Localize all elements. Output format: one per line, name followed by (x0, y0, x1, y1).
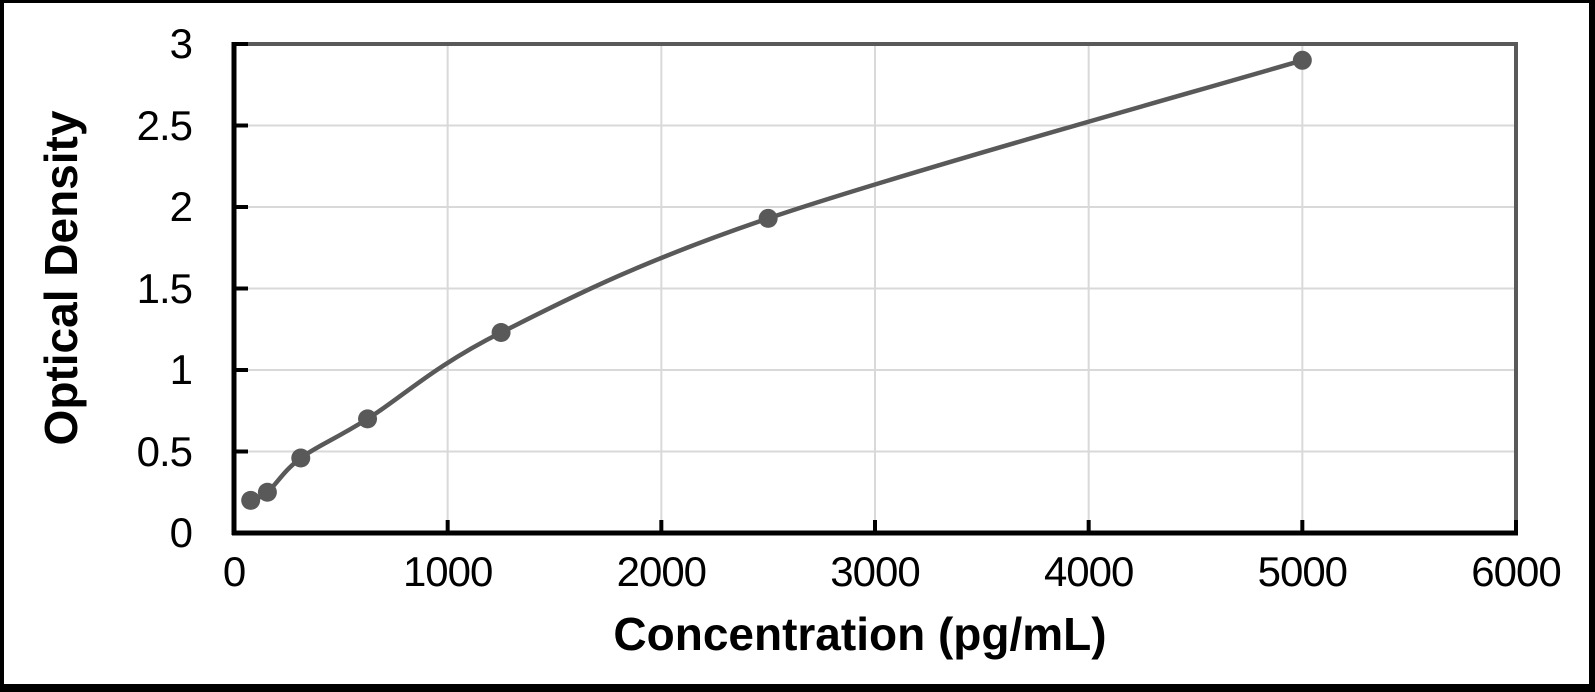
data-point-marker (291, 448, 311, 468)
x-tick-label: 1000 (402, 548, 493, 595)
y-tick-label: 0.5 (136, 427, 193, 475)
y-tick-label: 3 (169, 20, 193, 67)
x-axis-title: Concentration (pg/mL) (613, 608, 1107, 660)
y-tick-label: 2.5 (136, 101, 193, 149)
x-tick-label: 0 (222, 548, 246, 595)
x-tick-label: 2000 (616, 548, 707, 595)
data-point-marker (358, 409, 378, 429)
y-tick-label: 1.5 (136, 264, 193, 312)
data-point-marker (758, 208, 778, 228)
x-tick-label: 5000 (1257, 548, 1348, 595)
data-point-marker (257, 482, 277, 502)
x-tick-label: 3000 (830, 548, 920, 595)
y-tick-label: 2 (169, 183, 193, 230)
data-point-marker (241, 490, 261, 510)
y-tick-label: 0 (169, 509, 193, 556)
x-tick-label: 4000 (1043, 548, 1134, 595)
y-tick-label: 1 (169, 346, 193, 393)
chart-background (4, 3, 1589, 684)
y-axis-title: Optical Density (35, 110, 87, 446)
data-point-marker (1292, 50, 1312, 70)
x-tick-label: 6000 (1471, 548, 1561, 595)
data-point-marker (491, 323, 511, 343)
